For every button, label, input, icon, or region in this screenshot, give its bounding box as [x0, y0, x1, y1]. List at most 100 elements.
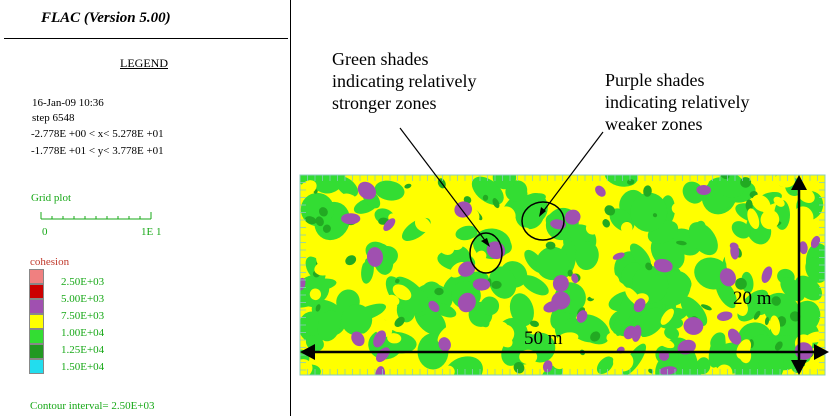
contour-zone	[652, 213, 658, 218]
height-arrow-bottom	[791, 360, 807, 375]
contour-zone	[696, 357, 711, 375]
contour-zone	[567, 269, 573, 277]
contour-zone	[519, 349, 538, 365]
contour-zone	[604, 274, 620, 291]
purple-arrowhead	[539, 207, 546, 217]
contour-zone	[740, 177, 752, 188]
contour-zone	[799, 241, 808, 255]
contour-zone	[715, 364, 733, 375]
contour-zone	[443, 271, 471, 296]
green-note-line: Green shades	[332, 49, 429, 69]
contour-zone	[395, 278, 400, 284]
contour-zone	[511, 193, 546, 209]
contour-zone	[496, 206, 516, 226]
contour-zone	[552, 275, 569, 292]
legend-heading: LEGEND	[120, 56, 168, 70]
green-shades-note: Green shades indicating relatively stron…	[332, 48, 476, 114]
contour-zone	[492, 198, 500, 209]
contour-zone	[745, 199, 753, 212]
width-label: 50 m	[524, 328, 563, 349]
contour-zone	[374, 180, 405, 201]
title-divider	[4, 38, 288, 39]
contour-zone	[817, 368, 825, 375]
contour-zone	[492, 175, 517, 190]
contour-zone	[730, 243, 740, 260]
purple-zone-marker	[521, 201, 565, 241]
contour-zone	[444, 356, 483, 375]
green-note-line: indicating relatively	[332, 71, 477, 91]
grid-border	[299, 174, 826, 375]
contour-zone	[631, 325, 642, 342]
contour-zone	[761, 266, 773, 284]
cohesion-value: 7.50E+03	[61, 310, 105, 322]
contour-zone	[680, 296, 708, 327]
contour-zone	[458, 261, 476, 277]
contour-zone	[591, 277, 609, 288]
contour-zone	[315, 216, 324, 227]
contour-zone	[392, 284, 412, 301]
contour-zone	[387, 333, 402, 344]
cohesion-swatch	[29, 344, 44, 359]
cohesion-swatch	[29, 269, 44, 284]
contour-zone	[542, 360, 553, 373]
contour-zone	[747, 208, 760, 230]
cohesion-title: cohesion	[30, 256, 70, 268]
contour-zone	[366, 247, 384, 267]
contour-zone	[630, 192, 668, 232]
contour-zone	[604, 205, 616, 216]
contour-zone	[316, 253, 326, 269]
cohesion-value: 2.50E+03	[61, 276, 105, 288]
contour-zone	[480, 296, 500, 316]
cohesion-swatch	[29, 359, 44, 374]
contour-zone	[653, 258, 673, 273]
contour-zone	[727, 328, 742, 345]
contour-zone	[529, 320, 540, 328]
contour-zone	[489, 266, 517, 299]
contour-zone	[322, 224, 331, 233]
legend-step: step 6548	[32, 112, 75, 124]
contour-zone	[797, 187, 815, 203]
width-arrow-right	[814, 344, 829, 360]
contour-zone	[769, 315, 781, 336]
contour-zone	[509, 293, 534, 327]
contour-zone	[676, 240, 687, 246]
legend-panel: FLAC (Version 5.00) LEGEND 16-Jan-09 10:…	[0, 0, 290, 416]
contour-zone	[606, 332, 618, 343]
cohesion-value: 1.50E+04	[61, 361, 105, 373]
contour-zone	[683, 317, 704, 335]
purple-note-line: Purple shades	[605, 70, 705, 90]
legend-y-range: -1.778E +01 < y< 3.778E +01	[31, 145, 164, 157]
contour-zone	[719, 268, 736, 287]
contour-zone	[716, 175, 745, 199]
contour-zone	[805, 257, 825, 283]
contour-zone	[735, 277, 747, 290]
contour-zone	[627, 179, 635, 185]
contour-zone	[318, 207, 328, 217]
height-label: 20 m	[733, 288, 772, 309]
grid-scale-start: 0	[42, 226, 48, 238]
contour-zone	[457, 292, 476, 313]
contour-zone	[300, 278, 337, 293]
grid-scale-bar	[40, 212, 152, 220]
contour-zone	[545, 241, 556, 250]
contour-zone	[304, 216, 317, 225]
contour-zone	[424, 267, 442, 281]
contour-zone	[643, 185, 652, 197]
height-arrow-top	[791, 175, 807, 190]
contour-zone	[472, 278, 491, 291]
contour-zone	[764, 316, 770, 326]
contour-zone	[535, 246, 570, 281]
contour-zone	[394, 316, 405, 327]
contour-zone	[475, 250, 487, 262]
contour-zone	[633, 298, 646, 313]
contour-zone	[664, 326, 680, 340]
contour-zone	[404, 183, 412, 189]
contour-zone	[543, 300, 561, 313]
contour-zone	[698, 176, 709, 187]
contour-interval: Contour interval= 2.50E+03	[30, 400, 155, 412]
contour-zone	[341, 193, 357, 203]
contour-zone	[688, 222, 718, 256]
contour-zone	[341, 304, 373, 336]
contour-zone	[571, 273, 579, 284]
